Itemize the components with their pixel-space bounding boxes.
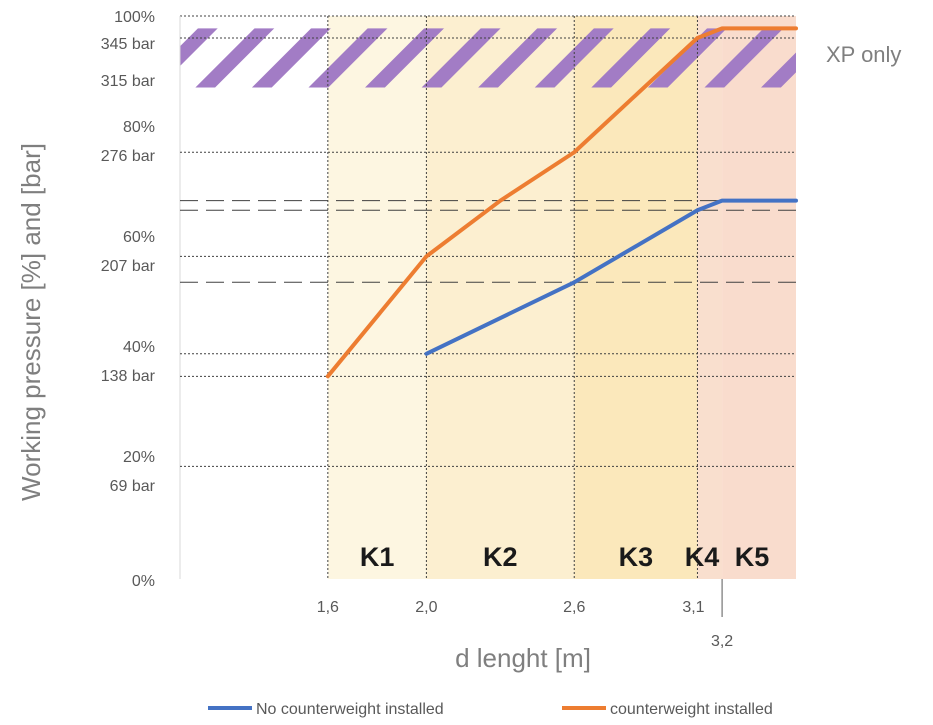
x-axis-title: d lenght [m] xyxy=(455,643,591,673)
x-tick-label: 2,0 xyxy=(415,599,437,616)
zone-label-k5: K5 xyxy=(735,542,770,572)
x-tick-label: 2,6 xyxy=(563,599,585,616)
y-tick-label: 69 bar xyxy=(110,478,156,495)
zone-k5 xyxy=(722,16,796,579)
y-tick-label: 276 bar xyxy=(101,148,156,165)
grid-layer xyxy=(179,15,796,617)
zone-label-k3: K3 xyxy=(619,542,654,572)
y-tick-label: 207 bar xyxy=(101,258,156,275)
y-axis-title: Working pressure [%] and [bar] xyxy=(16,143,46,501)
y-tick-label: 20% xyxy=(123,449,155,466)
x-tick-label: 3,1 xyxy=(682,599,704,616)
legend-label-no-counterweight: No counterweight installed xyxy=(256,701,444,718)
y-tick-label: 100% xyxy=(114,9,155,26)
x-tick-label: 3,2 xyxy=(711,633,733,650)
x-tick-label: 1,6 xyxy=(317,599,339,616)
zone-label-k2: K2 xyxy=(483,542,518,572)
y-tick-label: 315 bar xyxy=(101,73,156,90)
legend: No counterweight installed counterweight… xyxy=(208,701,773,718)
y-tick-label: 40% xyxy=(123,339,155,356)
y-tick-label: 80% xyxy=(123,119,155,136)
y-tick-label: 60% xyxy=(123,229,155,246)
zone-label-k1: K1 xyxy=(360,542,395,572)
y-tick-label: 345 bar xyxy=(101,36,156,53)
zone-k1 xyxy=(327,16,427,579)
y-tick-label: 0% xyxy=(132,573,155,590)
labels-layer: 100% 345 bar 315 bar 80% 276 bar 60% 207 bar 40… xyxy=(101,9,770,650)
series-line-no-counterweight xyxy=(424,198,798,356)
legend-label-counterweight: counterweight installed xyxy=(610,701,773,718)
y-tick-label: 138 bar xyxy=(101,368,156,385)
zone-label-k4: K4 xyxy=(685,542,720,572)
xp-only-label: XP only xyxy=(826,42,901,67)
zone-k3 xyxy=(574,16,698,579)
series-layer xyxy=(325,26,798,379)
zone-k2 xyxy=(426,16,575,579)
zones-layer xyxy=(327,16,796,579)
series-line-counterweight xyxy=(325,26,798,379)
zone-k4 xyxy=(697,16,723,579)
